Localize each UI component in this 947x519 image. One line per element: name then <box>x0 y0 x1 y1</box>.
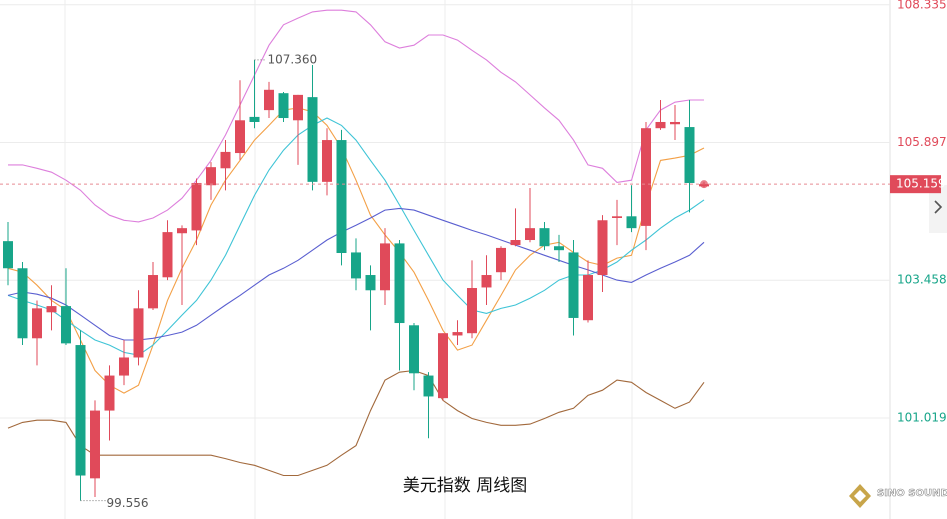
candle-body <box>191 182 202 231</box>
candle-body <box>220 151 231 169</box>
candle-body <box>249 116 260 122</box>
last-price-box <box>890 175 941 194</box>
candle-body <box>148 275 158 309</box>
brand-logo: SINO SOUND <box>849 484 947 508</box>
chart-title: 美元指数 周线图 <box>403 476 527 496</box>
candle-body <box>467 288 477 334</box>
last-price-dot <box>700 180 708 189</box>
brand-text: SINO SOUND <box>877 488 947 499</box>
candle-body <box>235 120 245 154</box>
candle-body <box>264 89 274 111</box>
candle-body <box>481 275 492 288</box>
candle-body <box>423 375 434 397</box>
candle-body <box>3 241 13 269</box>
candle-body <box>409 325 419 374</box>
candle-body <box>293 94 303 121</box>
candle-body <box>206 167 216 186</box>
candle-body <box>133 308 144 358</box>
candle-body <box>510 240 521 246</box>
candle-body <box>641 128 651 226</box>
candle-body <box>438 333 448 399</box>
candle-body <box>119 357 129 376</box>
logo-icon-inner <box>854 490 866 502</box>
candle-body <box>351 252 361 279</box>
candle-body <box>336 140 347 254</box>
scroll-arrow[interactable] <box>934 200 943 214</box>
candle-body <box>104 375 115 411</box>
candle-body <box>278 93 289 119</box>
candle-body <box>380 243 390 291</box>
candle-body <box>597 220 608 276</box>
scroll-button[interactable] <box>929 185 947 233</box>
low-label: 99.556 <box>107 496 149 510</box>
candle-body <box>177 228 187 234</box>
high-label: 107.360 <box>268 52 318 66</box>
candle-body <box>46 306 57 313</box>
candle-body <box>583 275 593 321</box>
candle-body <box>322 140 332 182</box>
candle-body <box>626 216 637 229</box>
candle-body <box>539 228 550 247</box>
indicator-line <box>8 9 704 223</box>
candle-body <box>307 97 318 182</box>
candle-body <box>75 345 86 476</box>
candle-body <box>394 243 405 324</box>
y-tick-label: 105.897 <box>897 135 947 149</box>
candle-body <box>684 127 695 183</box>
candle-body <box>568 252 579 318</box>
candle-body <box>32 308 42 339</box>
y-tick-label: 101.019 <box>897 410 947 424</box>
candle-body <box>162 232 173 278</box>
vertical-grid <box>64 0 633 519</box>
candle-body <box>90 410 100 479</box>
candle-body <box>655 121 666 129</box>
candle-body <box>525 228 535 241</box>
candle-body <box>61 306 71 344</box>
y-tick-label: 103.458 <box>897 273 947 287</box>
y-tick-label: 108.335 <box>897 0 947 11</box>
candle-body <box>612 216 622 218</box>
candle-body <box>17 268 28 339</box>
last-price-label: 105.159 <box>896 177 946 191</box>
candle-body <box>670 121 680 125</box>
candle-body <box>554 246 564 251</box>
candle-body <box>365 275 376 291</box>
candle-body <box>496 247 506 273</box>
indicator-line <box>7 369 705 477</box>
candle-body <box>452 332 463 336</box>
